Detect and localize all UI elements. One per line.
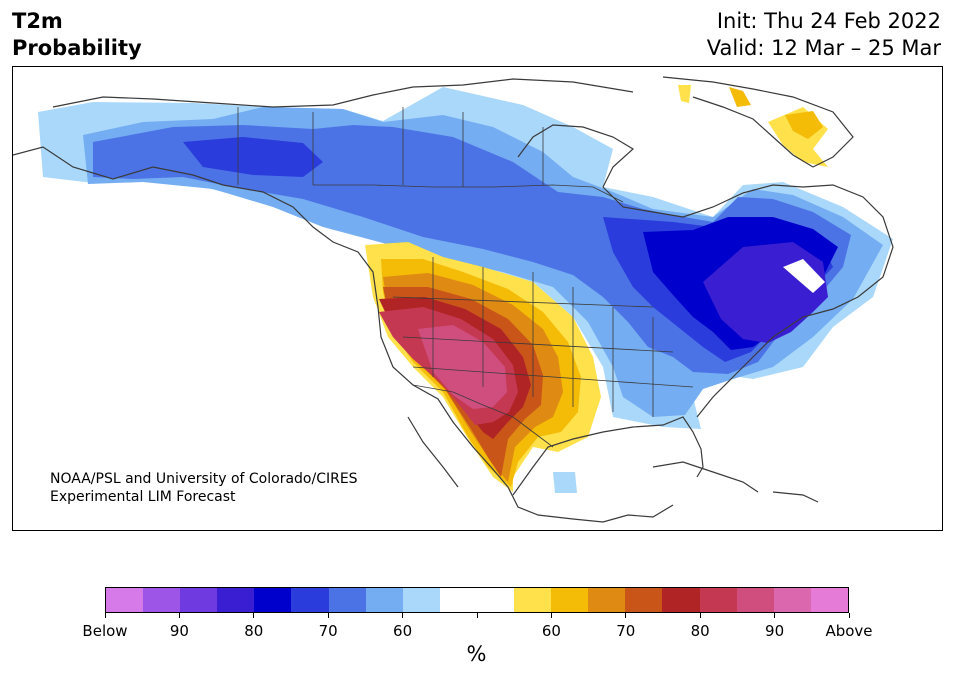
coastlines xyxy=(13,76,894,523)
forecast-dates: Init: Thu 24 Feb 2022 Valid: 12 Mar – 25… xyxy=(707,8,941,62)
colorbar-swatch-4 xyxy=(254,588,292,612)
colorbar-swatch-17 xyxy=(736,588,774,612)
above-85-region xyxy=(418,325,507,409)
colorbar-swatch-6 xyxy=(328,588,366,612)
credit-text: NOAA/PSL and University of Colorado/CIRE… xyxy=(50,470,358,506)
white-cutout xyxy=(783,259,825,293)
colorbar-tick-label: Above xyxy=(825,622,873,640)
title-line-2: Probability xyxy=(12,36,142,60)
us-mexico-border xyxy=(412,384,554,448)
colorbar xyxy=(105,587,849,613)
colorbar-tick-label: 70 xyxy=(616,622,636,640)
colorbar-swatch-5 xyxy=(291,588,329,612)
colorbar-tick xyxy=(550,613,552,618)
credit-line-2: Experimental LIM Forecast xyxy=(50,489,236,505)
colorbar-tick-label: Below xyxy=(82,622,128,640)
colorbar-tick xyxy=(625,613,627,618)
colorbar-tick-label: 60 xyxy=(541,622,561,640)
colorbar-tick xyxy=(848,613,850,618)
colorbar-swatch-19 xyxy=(810,588,848,612)
chart-title: T2m Probability xyxy=(12,8,142,62)
baja xyxy=(407,416,459,488)
map-panel: NOAA/PSL and University of Colorado/CIRE… xyxy=(12,66,943,531)
us-canada-border xyxy=(313,184,624,203)
cuba xyxy=(652,461,759,493)
colorbar-swatch-2 xyxy=(180,588,218,612)
below-75-region xyxy=(183,137,323,177)
map-canvas xyxy=(13,76,894,523)
colorbar-tick-label: 80 xyxy=(244,622,264,640)
colorbar-tick xyxy=(178,613,180,618)
below-normal-shading xyxy=(38,87,893,493)
colorbar-tick-label: 80 xyxy=(690,622,710,640)
colorbar-swatch-1 xyxy=(143,588,181,612)
above-greenland-2 xyxy=(729,87,751,107)
colorbar-swatch-8 xyxy=(402,588,440,612)
colorbar-tick xyxy=(327,613,329,618)
province-lines xyxy=(312,107,544,187)
political-borders xyxy=(237,107,694,448)
greenland-coast xyxy=(662,76,854,168)
below-50-mexico-patch xyxy=(553,472,577,493)
colorbar-swatch-0 xyxy=(106,588,144,612)
pacific-coast xyxy=(13,146,674,523)
state-lines-2 xyxy=(392,296,694,388)
colorbar-swatch-15 xyxy=(662,588,700,612)
colorbar-swatch-18 xyxy=(773,588,811,612)
colorbar-tick-label: 90 xyxy=(169,622,189,640)
colorbar-swatch-14 xyxy=(625,588,663,612)
title-line-1: T2m xyxy=(12,9,63,33)
colorbar-swatch-10 xyxy=(476,588,515,612)
gulf-coast xyxy=(512,416,704,496)
state-lines-1 xyxy=(432,257,654,417)
colorbar-swatch-3 xyxy=(217,588,255,612)
colorbar-unit: % xyxy=(466,642,487,666)
colorbar-tick xyxy=(476,613,478,618)
valid-date: Valid: 12 Mar – 25 Mar xyxy=(706,36,941,60)
colorbar-swatch-16 xyxy=(699,588,737,612)
colorbar-ticks: Below 90 80 70 60 60 70 80 90 Above xyxy=(82,613,873,643)
above-greenland-1 xyxy=(678,85,691,103)
colorbar-tick-label: 90 xyxy=(765,622,785,640)
init-date: Init: Thu 24 Feb 2022 xyxy=(716,9,941,33)
above-greenland-4 xyxy=(785,111,823,139)
colorbar-tick-label: 60 xyxy=(393,622,413,640)
hudson-bay xyxy=(517,124,635,188)
colorbar-tick xyxy=(104,613,106,618)
colorbar-tick-label: 70 xyxy=(318,622,338,640)
credit-line-1: NOAA/PSL and University of Colorado/CIRE… xyxy=(50,471,358,487)
atlantic-coast xyxy=(602,184,894,418)
colorbar-swatch-12 xyxy=(551,588,589,612)
colorbar-tick xyxy=(402,613,404,618)
colorbar-swatch-13 xyxy=(588,588,626,612)
colorbar-tick xyxy=(774,613,776,618)
colorbar-swatch-11 xyxy=(514,588,552,612)
hispaniola xyxy=(772,491,819,503)
arctic-coast xyxy=(52,78,634,108)
colorbar-swatch-7 xyxy=(365,588,403,612)
colorbar-swatch-9 xyxy=(439,588,477,612)
colorbar-tick xyxy=(253,613,255,618)
colorbar-tick xyxy=(699,613,701,618)
